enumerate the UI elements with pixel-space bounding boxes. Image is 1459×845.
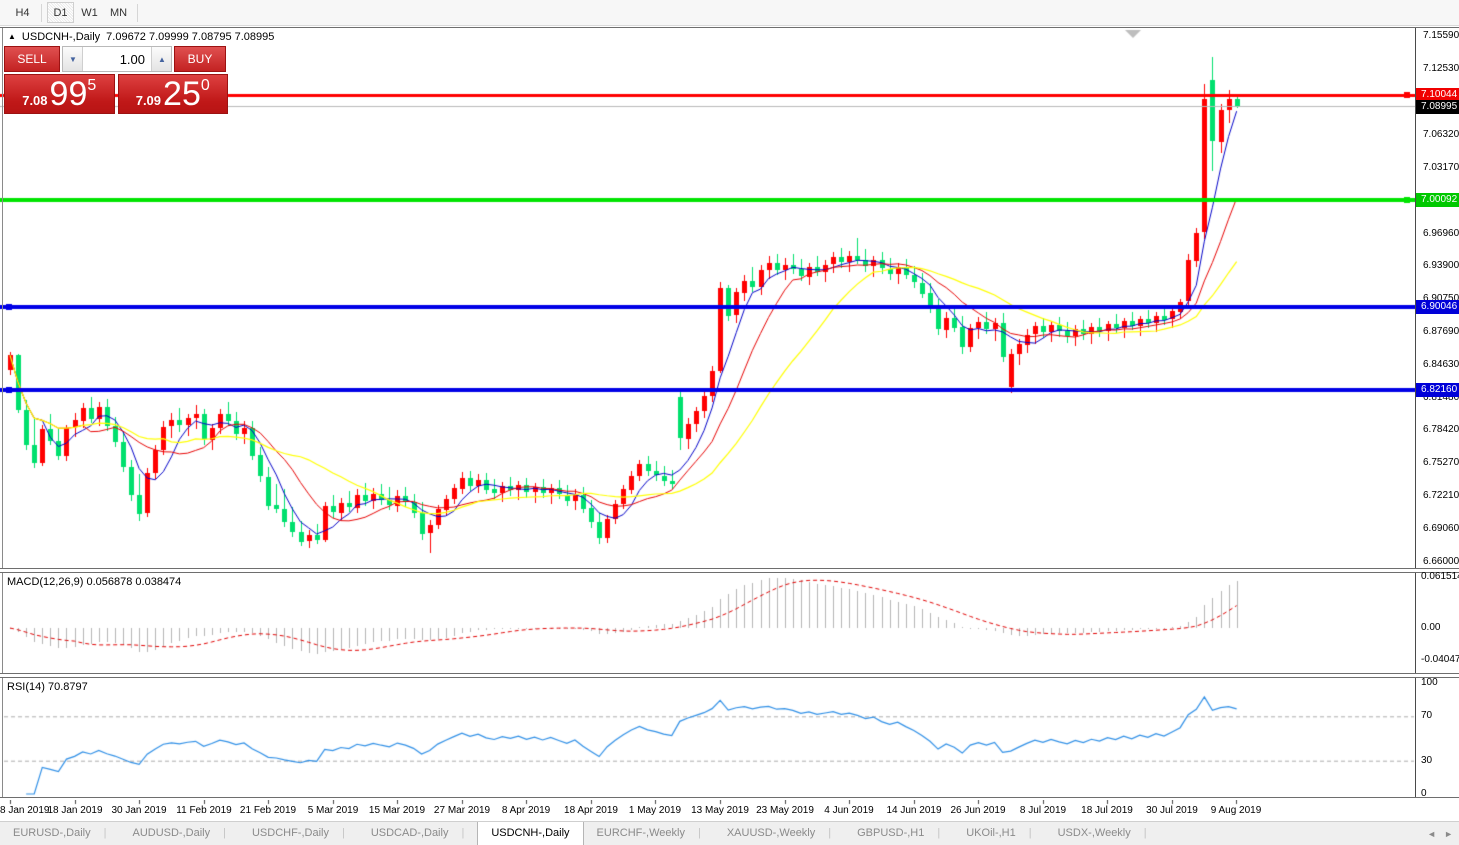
rsi-axis-label: 0 (1421, 788, 1427, 799)
rsi-axis-label: 30 (1421, 755, 1433, 766)
panel-divider (0, 797, 1459, 800)
date-tick-label: 8 Apr 2019 (501, 805, 551, 816)
date-tick-label: 5 Mar 2019 (307, 805, 359, 816)
date-tick-label: 9 Aug 2019 (1210, 805, 1262, 816)
tab-usdcnh-daily[interactable]: USDCNH-,Daily (477, 822, 584, 845)
sell-price-panel[interactable]: 7.08 99 5 (4, 74, 115, 114)
sell-price-pips: 99 (49, 75, 88, 113)
tabs-scroll-left-icon[interactable]: ◄ (1427, 828, 1437, 839)
price-tick-label: 6.78420 (1423, 424, 1459, 435)
current-price-badge: 7.08995 (1416, 100, 1459, 114)
date-tick-label: 11 Feb 2019 (176, 805, 232, 816)
rsi-axis-label: 100 (1421, 677, 1438, 688)
support-blue-line2-price-badge: 6.82160 (1416, 383, 1459, 397)
price-axis-column (1415, 28, 1459, 800)
sell-price-point: 5 (87, 77, 97, 94)
date-tick-label: 18 Jul 2019 (1081, 805, 1133, 816)
ohlc-values: 7.09672 7.09999 7.08795 7.08995 (106, 31, 275, 43)
date-tick-label: 18 Apr 2019 (564, 805, 618, 816)
rsi-indicator-label: RSI(14) 70.8797 (7, 681, 88, 693)
date-tick-label: 4 Jun 2019 (824, 805, 874, 816)
date-tick-label: 8 Jan 2019 (0, 805, 50, 816)
date-tick-label: 18 Jan 2019 (47, 805, 103, 816)
price-tick-label: 7.03170 (1423, 162, 1459, 173)
macd-axis-label: 0.00 (1421, 622, 1441, 633)
chart-window-border (0, 27, 1459, 28)
macd-indicator-label: MACD(12,26,9) 0.056878 0.038474 (7, 576, 182, 588)
price-tick-label: 6.75270 (1423, 457, 1459, 468)
price-tick-label: 6.81480 (1423, 392, 1459, 403)
tab-scroll-arrows: ◄ ► (1419, 822, 1459, 845)
tab-usdcad-daily[interactable]: USDCAD-,Daily (358, 822, 477, 845)
support-green-line-price-badge: 7.00092 (1416, 193, 1459, 207)
date-tick-label: 30 Jul 2019 (1146, 805, 1198, 816)
panel-divider[interactable] (0, 673, 1459, 678)
sell-button[interactable]: SELL (4, 46, 60, 72)
rsi-axis-label: 70 (1421, 710, 1433, 721)
collapse-arrow-icon[interactable]: ▲ (8, 32, 16, 41)
panel-divider[interactable] (0, 568, 1459, 573)
price-tick-label: 6.72210 (1423, 490, 1459, 501)
toolbar-separator (41, 3, 42, 22)
timeframe-w1-button[interactable]: W1 (76, 2, 103, 23)
price-tick-label: 6.84630 (1423, 359, 1459, 370)
macd-axis-label: 0.061514 (1421, 571, 1459, 582)
tab-usdx-weekly[interactable]: USDX-,Weekly (1045, 822, 1160, 845)
date-tick-label: 14 Jun 2019 (886, 805, 942, 816)
tab-eurchf-weekly[interactable]: EURCHF-,Weekly (584, 822, 714, 845)
tab-eurusd-daily[interactable]: EURUSD-,Daily (0, 822, 119, 845)
tab-xauusd-weekly[interactable]: XAUUSD-,Weekly (714, 822, 844, 845)
tab-usdchf-daily[interactable]: USDCHF-,Daily (239, 822, 358, 845)
chart-title: ▲ USDCNH-,Daily 7.09672 7.09999 7.08795 7.… (8, 31, 274, 43)
date-tick-label: 23 May 2019 (756, 805, 814, 816)
date-tick-label: 8 Jul 2019 (1019, 805, 1067, 816)
tab-ukoil-h1[interactable]: UKOil-,H1 (953, 822, 1044, 845)
tab-gbpusd-h1[interactable]: GBPUSD-,H1 (844, 822, 953, 845)
date-tick-label: 26 Jun 2019 (950, 805, 1006, 816)
buy-price-point: 0 (200, 77, 210, 94)
one-click-trading-widget: SELL ▼ ▲ BUY 7.08 99 5 7.09 25 0 (4, 46, 228, 114)
support-blue-line1-price-badge: 6.90046 (1416, 300, 1459, 314)
price-tick-label: 6.90750 (1423, 293, 1459, 304)
date-tick-label: 15 Mar 2019 (368, 805, 426, 816)
tabs-scroll-right-icon[interactable]: ► (1444, 828, 1453, 839)
symbol-period-label: USDCNH-,Daily (21, 31, 101, 43)
date-tick-label: 13 May 2019 (691, 805, 749, 816)
resistance-line-price-badge: 7.10044 (1416, 88, 1459, 102)
buy-price-pips: 25 (163, 75, 201, 113)
timeframe-h4-button[interactable]: H4 (9, 2, 36, 23)
timeframe-toolbar: H4 D1 W1 MN (0, 0, 1459, 26)
volume-stepper: ▼ ▲ (62, 46, 172, 72)
buy-button[interactable]: BUY (174, 46, 226, 72)
sell-price-prefix: 7.08 (22, 92, 48, 108)
volume-input[interactable] (83, 47, 151, 71)
buy-price-panel[interactable]: 7.09 25 0 (117, 74, 228, 114)
buy-price-prefix: 7.09 (135, 92, 162, 108)
price-tick-label: 6.96960 (1423, 228, 1459, 239)
price-tick-label: 7.06320 (1423, 129, 1459, 140)
timeframe-mn-button[interactable]: MN (105, 2, 132, 23)
date-tick-label: 21 Feb 2019 (239, 805, 297, 816)
chart-tab-bar: EURUSD-,Daily AUDUSD-,Daily USDCHF-,Dail… (0, 821, 1459, 845)
price-tick-label: 6.66000 (1423, 556, 1459, 567)
toolbar-separator (137, 3, 139, 22)
tab-audusd-daily[interactable]: AUDUSD-,Daily (119, 822, 238, 845)
volume-decrease-icon[interactable]: ▼ (63, 47, 83, 71)
date-tick-label: 27 Mar 2019 (433, 805, 491, 816)
volume-increase-icon[interactable]: ▲ (151, 47, 171, 71)
price-tick-label: 7.12530 (1423, 63, 1459, 74)
price-tick-label: 6.93900 (1423, 260, 1459, 271)
chart-window-border-left (2, 28, 3, 800)
price-tick-label: 6.87690 (1423, 326, 1459, 337)
timeframe-d1-button[interactable]: D1 (47, 2, 74, 23)
date-tick-label: 30 Jan 2019 (111, 805, 167, 816)
price-tick-label: 7.15590 (1423, 30, 1459, 41)
date-tick-label: 1 May 2019 (628, 805, 682, 816)
price-tick-label: 6.69060 (1423, 523, 1459, 534)
macd-axis-label: -0.04047 (1421, 654, 1459, 665)
